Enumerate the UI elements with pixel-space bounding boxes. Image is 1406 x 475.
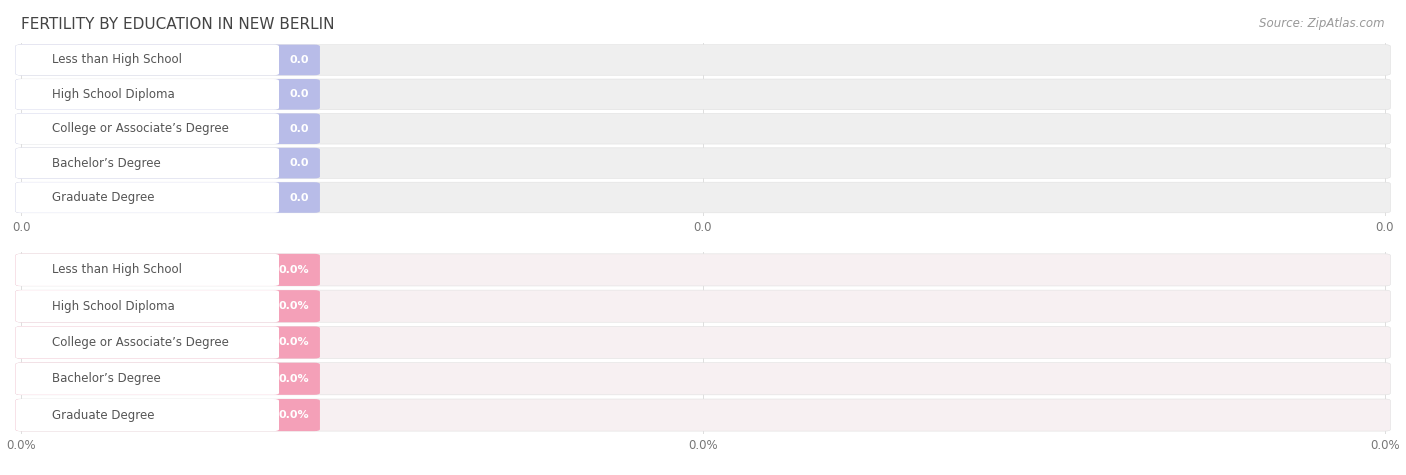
FancyBboxPatch shape bbox=[15, 45, 321, 75]
Text: 0.0: 0.0 bbox=[290, 55, 309, 65]
FancyBboxPatch shape bbox=[15, 254, 321, 286]
FancyBboxPatch shape bbox=[15, 363, 321, 395]
FancyBboxPatch shape bbox=[15, 114, 278, 144]
Text: 0.0%: 0.0% bbox=[278, 410, 309, 420]
FancyBboxPatch shape bbox=[15, 79, 1391, 110]
FancyBboxPatch shape bbox=[15, 326, 278, 359]
FancyBboxPatch shape bbox=[15, 79, 321, 110]
Text: 0.0%: 0.0% bbox=[688, 439, 718, 452]
Text: Bachelor’s Degree: Bachelor’s Degree bbox=[52, 157, 160, 170]
FancyBboxPatch shape bbox=[15, 326, 1391, 359]
Text: Graduate Degree: Graduate Degree bbox=[52, 191, 155, 204]
Text: Graduate Degree: Graduate Degree bbox=[52, 408, 155, 421]
Text: 0.0%: 0.0% bbox=[278, 374, 309, 384]
Text: High School Diploma: High School Diploma bbox=[52, 300, 174, 313]
FancyBboxPatch shape bbox=[15, 254, 278, 286]
Text: Source: ZipAtlas.com: Source: ZipAtlas.com bbox=[1260, 17, 1385, 29]
FancyBboxPatch shape bbox=[15, 45, 278, 75]
Text: 0.0: 0.0 bbox=[290, 192, 309, 202]
FancyBboxPatch shape bbox=[15, 79, 278, 110]
FancyBboxPatch shape bbox=[15, 148, 278, 179]
Text: 0.0%: 0.0% bbox=[278, 265, 309, 275]
Text: Less than High School: Less than High School bbox=[52, 264, 181, 276]
FancyBboxPatch shape bbox=[15, 363, 1391, 395]
Text: Less than High School: Less than High School bbox=[52, 54, 181, 67]
Text: 0.0: 0.0 bbox=[693, 221, 713, 234]
Text: 0.0: 0.0 bbox=[1375, 221, 1395, 234]
Text: 0.0%: 0.0% bbox=[1369, 439, 1400, 452]
Text: 0.0%: 0.0% bbox=[278, 337, 309, 348]
FancyBboxPatch shape bbox=[15, 290, 321, 322]
Text: 0.0%: 0.0% bbox=[6, 439, 37, 452]
Text: College or Associate’s Degree: College or Associate’s Degree bbox=[52, 336, 229, 349]
Text: College or Associate’s Degree: College or Associate’s Degree bbox=[52, 122, 229, 135]
FancyBboxPatch shape bbox=[15, 290, 1391, 322]
FancyBboxPatch shape bbox=[15, 182, 278, 213]
FancyBboxPatch shape bbox=[15, 182, 1391, 213]
FancyBboxPatch shape bbox=[15, 290, 278, 322]
FancyBboxPatch shape bbox=[15, 114, 321, 144]
FancyBboxPatch shape bbox=[15, 148, 321, 179]
FancyBboxPatch shape bbox=[15, 114, 1391, 144]
Text: 0.0: 0.0 bbox=[290, 124, 309, 134]
Text: High School Diploma: High School Diploma bbox=[52, 88, 174, 101]
Text: FERTILITY BY EDUCATION IN NEW BERLIN: FERTILITY BY EDUCATION IN NEW BERLIN bbox=[21, 17, 335, 32]
FancyBboxPatch shape bbox=[15, 182, 321, 213]
FancyBboxPatch shape bbox=[15, 399, 278, 431]
FancyBboxPatch shape bbox=[15, 254, 1391, 286]
FancyBboxPatch shape bbox=[15, 399, 321, 431]
FancyBboxPatch shape bbox=[15, 45, 1391, 75]
FancyBboxPatch shape bbox=[15, 326, 321, 359]
Text: 0.0: 0.0 bbox=[290, 89, 309, 99]
FancyBboxPatch shape bbox=[15, 399, 1391, 431]
Text: Bachelor’s Degree: Bachelor’s Degree bbox=[52, 372, 160, 385]
Text: 0.0: 0.0 bbox=[11, 221, 31, 234]
FancyBboxPatch shape bbox=[15, 148, 1391, 179]
Text: 0.0%: 0.0% bbox=[278, 301, 309, 311]
Text: 0.0: 0.0 bbox=[290, 158, 309, 168]
FancyBboxPatch shape bbox=[15, 363, 278, 395]
